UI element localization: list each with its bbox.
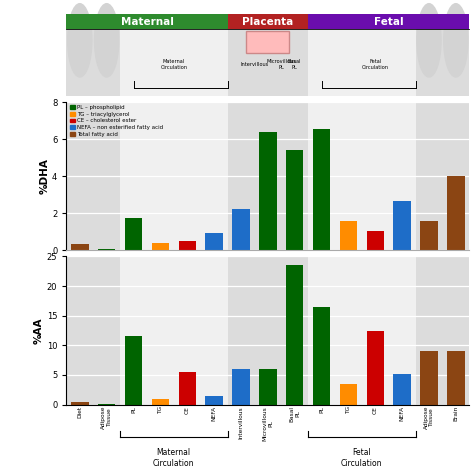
Circle shape <box>68 4 92 77</box>
Bar <box>286 150 303 250</box>
Bar <box>416 14 469 96</box>
Legend: PL – phospholipid, TG – triacylglycerol, CE – cholesterol ester, NEFA – non este: PL – phospholipid, TG – triacylglycerol,… <box>69 105 164 137</box>
Bar <box>66 257 120 405</box>
Text: Adipose
Tissue: Adipose Tissue <box>419 60 439 70</box>
Bar <box>98 249 115 250</box>
Text: Adipose
Tissue: Adipose Tissue <box>97 60 117 70</box>
Bar <box>286 265 303 405</box>
Text: Microvillous
PL: Microvillous PL <box>266 60 296 70</box>
Text: Fetal: Fetal <box>374 17 403 27</box>
Circle shape <box>417 4 441 77</box>
Bar <box>447 351 465 405</box>
Text: Diet: Diet <box>74 62 85 67</box>
Bar <box>366 231 384 250</box>
Text: Circulation: Circulation <box>153 459 194 468</box>
Bar <box>416 102 469 250</box>
Bar <box>308 102 416 250</box>
Bar <box>228 14 308 96</box>
Bar <box>228 102 308 250</box>
Text: Fetal
Circulation: Fetal Circulation <box>362 60 389 70</box>
Bar <box>120 257 228 405</box>
Bar <box>125 337 142 405</box>
Bar <box>420 220 438 250</box>
Y-axis label: %DHA: %DHA <box>39 158 49 194</box>
Bar <box>246 30 289 53</box>
Bar <box>259 132 276 250</box>
Text: Brain: Brain <box>449 62 463 67</box>
Bar <box>66 14 120 96</box>
Bar <box>308 14 469 29</box>
Text: Basal
PL: Basal PL <box>288 60 301 70</box>
Bar <box>340 385 357 405</box>
Bar <box>179 241 196 250</box>
Bar <box>420 351 438 405</box>
Bar <box>228 14 308 29</box>
Bar <box>205 396 223 405</box>
Circle shape <box>94 4 118 77</box>
Bar <box>205 233 223 250</box>
Bar <box>179 372 196 405</box>
Bar <box>313 129 330 250</box>
Bar <box>366 330 384 405</box>
Bar <box>447 176 465 250</box>
Bar <box>259 369 276 405</box>
Text: Intervillous: Intervillous <box>240 62 268 67</box>
Bar <box>232 209 250 250</box>
Bar <box>120 102 228 250</box>
Bar <box>120 14 228 96</box>
Bar <box>416 257 469 405</box>
Bar <box>125 218 142 250</box>
Bar <box>66 14 228 29</box>
Bar <box>308 14 416 96</box>
Bar <box>308 257 416 405</box>
Text: Placenta: Placenta <box>242 17 293 27</box>
Bar <box>71 402 89 405</box>
Text: Circulation: Circulation <box>341 459 383 468</box>
Bar <box>313 307 330 405</box>
Bar <box>393 374 411 405</box>
Bar <box>98 404 115 405</box>
Bar <box>71 244 89 250</box>
Bar <box>232 369 250 405</box>
Bar <box>66 102 120 250</box>
Bar <box>340 220 357 250</box>
Y-axis label: %AA: %AA <box>34 317 44 344</box>
Text: Maternal: Maternal <box>157 447 191 456</box>
Circle shape <box>444 4 468 77</box>
Text: Maternal
Circulation: Maternal Circulation <box>160 60 187 70</box>
Bar <box>152 399 169 405</box>
Bar <box>228 257 308 405</box>
Bar <box>152 243 169 250</box>
Text: Maternal: Maternal <box>120 17 173 27</box>
Text: Fetal: Fetal <box>353 447 371 456</box>
Bar <box>393 201 411 250</box>
